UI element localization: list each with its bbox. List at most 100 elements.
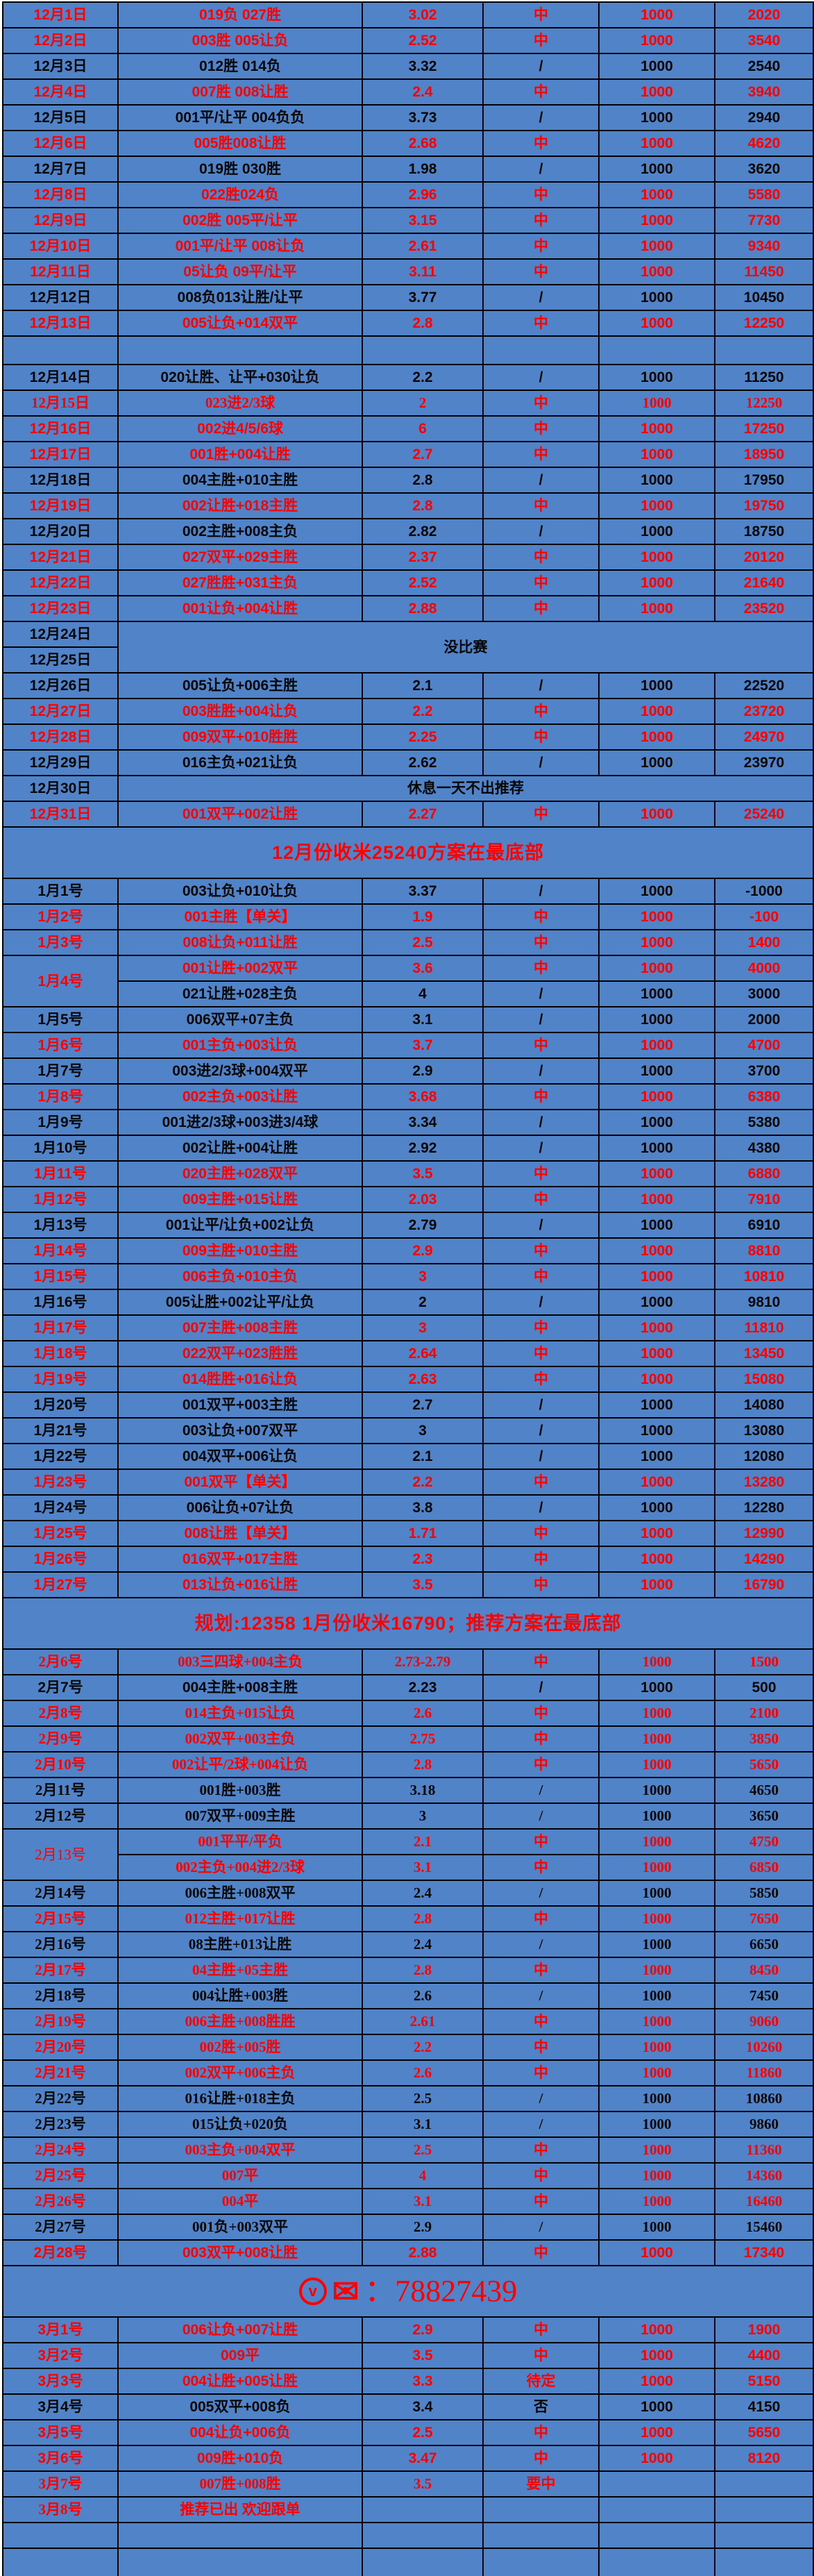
result-cell[interactable]: 中	[484, 1367, 600, 1393]
pick-cell[interactable]: 003让负+010让负	[119, 879, 363, 905]
result-cell[interactable]: 中	[484, 905, 600, 930]
total-cell[interactable]: 6880	[715, 1162, 814, 1187]
odds-cell[interactable]: 2.5	[363, 2420, 484, 2446]
pick-cell[interactable]: 009主胜+015让胜	[119, 1187, 363, 1213]
odds-cell[interactable]: 3.18	[363, 1778, 484, 1804]
date-cell[interactable]: 2月7号	[3, 1675, 119, 1701]
stake-cell[interactable]: 1000	[600, 1187, 715, 1213]
date-cell[interactable]: 2月21号	[3, 2061, 119, 2086]
odds-cell[interactable]: 2.2	[363, 2035, 484, 2061]
odds-cell[interactable]: 2.63	[363, 1367, 484, 1393]
stake-cell[interactable]: 1000	[600, 2420, 715, 2446]
stake-cell[interactable]: 1000	[600, 1007, 715, 1033]
date-cell[interactable]: 12月22日	[3, 571, 119, 596]
pick-cell[interactable]: 009胜+010负	[119, 2446, 363, 2472]
result-cell[interactable]: 中	[484, 1830, 600, 1855]
date-cell[interactable]: 12月20日	[3, 519, 119, 545]
date-cell[interactable]: 1月27号	[3, 1573, 119, 1598]
total-cell[interactable]: 4000	[715, 956, 814, 982]
odds-cell[interactable]: 2.27	[363, 802, 484, 828]
odds-cell[interactable]: 2.9	[363, 1239, 484, 1264]
date-cell[interactable]: 2月8号	[3, 1701, 119, 1727]
result-cell[interactable]: 中	[484, 1341, 600, 1367]
stake-cell[interactable]: 1000	[600, 1650, 715, 1675]
stake-cell[interactable]: 1000	[600, 699, 715, 725]
pick-cell[interactable]: 003让负+007双平	[119, 1419, 363, 1444]
pick-cell[interactable]: 002主负+003让胜	[119, 1085, 363, 1110]
result-cell[interactable]: 中	[484, 1316, 600, 1341]
result-cell[interactable]: 中	[484, 1521, 600, 1547]
odds-cell[interactable]: 2.82	[363, 519, 484, 545]
odds-cell[interactable]: 3.1	[363, 1007, 484, 1033]
pick-cell[interactable]: 004主胜+008主胜	[119, 1675, 363, 1701]
stake-cell[interactable]: 1000	[600, 596, 715, 622]
stake-cell[interactable]: 1000	[600, 1727, 715, 1753]
odds-cell[interactable]: 2.9	[363, 2215, 484, 2241]
stake-cell[interactable]: 1000	[600, 751, 715, 776]
total-cell[interactable]: 12990	[715, 1521, 814, 1547]
total-cell[interactable]: 23970	[715, 751, 814, 776]
pick-cell[interactable]: 001让负+004让胜	[119, 596, 363, 622]
total-cell[interactable]: 13080	[715, 1419, 814, 1444]
pick-cell[interactable]: 027双平+029主胜	[119, 545, 363, 571]
odds-cell[interactable]: 6	[363, 417, 484, 442]
date-cell[interactable]: 1月16号	[3, 1290, 119, 1316]
result-cell[interactable]: /	[484, 2112, 600, 2138]
date-cell[interactable]: 12月31日	[3, 802, 119, 828]
pick-cell[interactable]: 012主胜+017让胜	[119, 1907, 363, 1932]
pick-cell[interactable]: 023进2/3球	[119, 391, 363, 417]
total-cell[interactable]: 20120	[715, 545, 814, 571]
stake-cell[interactable]: 1000	[600, 1264, 715, 1290]
total-cell[interactable]: -1000	[715, 879, 814, 905]
pick-cell[interactable]: 001胜+004让胜	[119, 442, 363, 468]
result-cell[interactable]: /	[484, 468, 600, 494]
date-cell[interactable]: 1月2号	[3, 905, 119, 930]
date-cell[interactable]	[3, 337, 119, 365]
date-cell[interactable]: 3月7号	[3, 2472, 119, 2498]
pick-cell[interactable]: 001平/让平 008让负	[119, 234, 363, 260]
odds-cell[interactable]: 2.61	[363, 2009, 484, 2035]
odds-cell[interactable]: 2	[363, 391, 484, 417]
date-cell[interactable]: 1月22号	[3, 1444, 119, 1470]
total-cell[interactable]: 12250	[715, 391, 814, 417]
odds-cell[interactable]: 2.03	[363, 1187, 484, 1213]
pick-cell[interactable]: 016主负+021让负	[119, 751, 363, 776]
stake-cell[interactable]: 1000	[600, 80, 715, 106]
stake-cell[interactable]: 1000	[600, 956, 715, 982]
date-cell[interactable]: 12月12日	[3, 285, 119, 311]
pick-cell[interactable]	[119, 337, 363, 365]
total-cell[interactable]: 9340	[715, 234, 814, 260]
date-cell[interactable]: 1月5号	[3, 1007, 119, 1033]
result-cell[interactable]: /	[484, 1881, 600, 1907]
odds-cell[interactable]: 3.5	[363, 1573, 484, 1598]
result-cell[interactable]: /	[484, 1804, 600, 1830]
date-cell[interactable]: 1月21号	[3, 1419, 119, 1444]
odds-cell[interactable]: 2.23	[363, 1675, 484, 1701]
date-cell[interactable]: 1月13号	[3, 1213, 119, 1239]
total-cell[interactable]	[715, 337, 814, 365]
total-cell[interactable]	[715, 2523, 814, 2549]
result-cell[interactable]	[484, 2523, 600, 2549]
total-cell[interactable]: 25240	[715, 802, 814, 828]
result-cell[interactable]: 中	[484, 725, 600, 751]
stake-cell[interactable]: 1000	[600, 1393, 715, 1419]
odds-cell[interactable]: 4	[363, 982, 484, 1007]
result-cell[interactable]	[484, 2498, 600, 2523]
stake-cell[interactable]: 1000	[600, 2009, 715, 2035]
stake-cell[interactable]: 1000	[600, 1753, 715, 1778]
total-cell[interactable]: 6650	[715, 1932, 814, 1958]
total-cell[interactable]: 19750	[715, 494, 814, 519]
odds-cell[interactable]: 2.68	[363, 131, 484, 157]
stake-cell[interactable]	[600, 2498, 715, 2523]
stake-cell[interactable]: 1000	[600, 1804, 715, 1830]
stake-cell[interactable]: 1000	[600, 982, 715, 1007]
total-cell[interactable]: 9860	[715, 2112, 814, 2138]
pick-cell[interactable]: 022双平+023胜胜	[119, 1341, 363, 1367]
pick-cell[interactable]: 001平平/平负	[119, 1830, 363, 1855]
stake-cell[interactable]: 1000	[600, 2241, 715, 2266]
total-cell[interactable]: 18950	[715, 442, 814, 468]
stake-cell[interactable]: 1000	[600, 285, 715, 311]
odds-cell[interactable]: 2.5	[363, 2138, 484, 2164]
total-cell[interactable]: 7450	[715, 1984, 814, 2009]
date-cell[interactable]: 3月1号	[3, 2318, 119, 2343]
